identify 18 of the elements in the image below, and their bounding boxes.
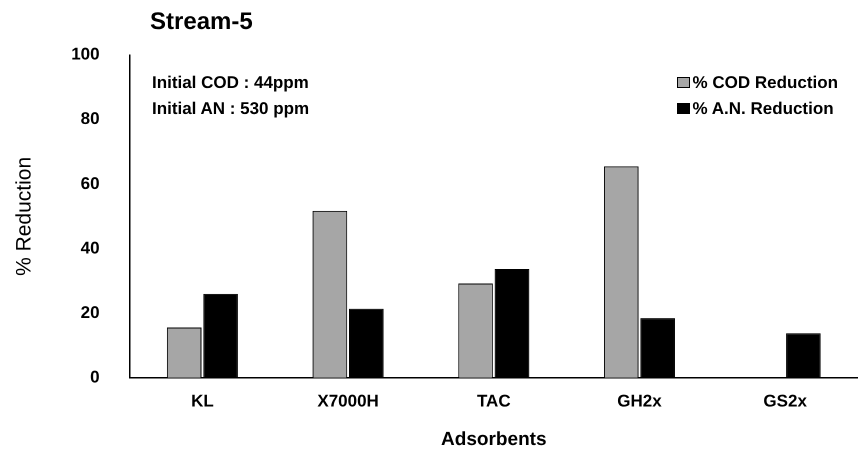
- y-axis-title: % Reduction: [12, 156, 36, 276]
- x-axis-title: Adsorbents: [440, 428, 547, 450]
- legend-label: % COD Reduction: [692, 72, 838, 94]
- y-tick-label: 60: [80, 174, 100, 193]
- x-tick-label: X7000H: [317, 392, 379, 411]
- annotation: Initial COD : 44ppm: [152, 72, 310, 94]
- y-tick-label: 100: [71, 44, 100, 64]
- y-tick-label: 0: [90, 367, 100, 386]
- x-tick-label: GH2x: [617, 392, 662, 411]
- y-tick-label: 80: [80, 109, 100, 128]
- legend-label: % A.N. Reduction: [692, 98, 835, 120]
- y-tick-label: 40: [80, 238, 100, 258]
- annotation: Initial AN : 530 ppm: [152, 98, 310, 120]
- x-tick-label: GS2x: [763, 392, 808, 411]
- chart-title: Stream-5: [150, 8, 253, 36]
- x-tick-label: TAC: [476, 392, 511, 411]
- x-tick-label: KL: [191, 392, 214, 411]
- y-tick-label: 20: [80, 302, 100, 322]
